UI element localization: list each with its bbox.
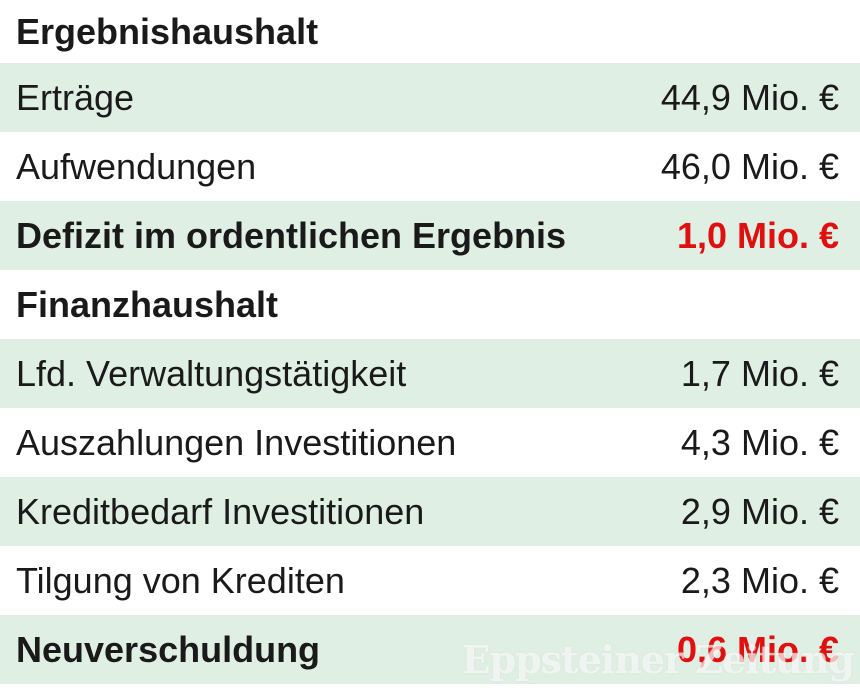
table-row-verwaltungstaetigkeit: Lfd. Verwaltungstätigkeit 1,7 Mio. € [0,339,860,408]
row-value: 2,9 Mio. € [680,490,839,532]
table-row-ertraege: Erträge 44,9 Mio. € [0,63,860,132]
table-row-aufwendungen: Aufwendungen 46,0 Mio. € [0,132,860,201]
section-header-label: Finanzhaushalt [16,283,279,325]
row-value-highlight: 1,0 Mio. € [676,214,839,256]
row-value: 4,3 Mio. € [680,421,839,463]
row-label: Defizit im ordentlichen Ergebnis [16,214,567,256]
row-label: Kreditbedarf Investitionen [16,490,425,532]
table-row-neuverschuldung: Neuverschuldung 0,6 Mio. € [0,615,860,684]
table-row-defizit: Defizit im ordentlichen Ergebnis 1,0 Mio… [0,201,860,270]
row-value: 44,9 Mio. € [660,76,839,118]
table-row-tilgung: Tilgung von Krediten 2,3 Mio. € [0,546,860,615]
table-row-section-finanzhaushalt: Finanzhaushalt [0,270,860,339]
section-header-label: Ergebnishaushalt [16,10,319,52]
row-value: 1,7 Mio. € [680,352,839,394]
row-label: Erträge [16,76,135,118]
table-row-auszahlungen: Auszahlungen Investitionen 4,3 Mio. € [0,408,860,477]
table-row-kreditbedarf: Kreditbedarf Investitionen 2,9 Mio. € [0,477,860,546]
row-value: 2,3 Mio. € [680,559,839,601]
row-value: 46,0 Mio. € [660,145,839,187]
row-label: Lfd. Verwaltungstätigkeit [16,352,407,394]
row-label: Auszahlungen Investitionen [16,421,457,463]
row-label: Neuverschuldung [16,628,321,670]
table-row-section-ergebnishaushalt: Ergebnishaushalt [0,0,860,63]
row-label: Aufwendungen [16,145,257,187]
row-label: Tilgung von Krediten [16,559,345,601]
row-value-highlight: 0,6 Mio. € [676,628,839,670]
